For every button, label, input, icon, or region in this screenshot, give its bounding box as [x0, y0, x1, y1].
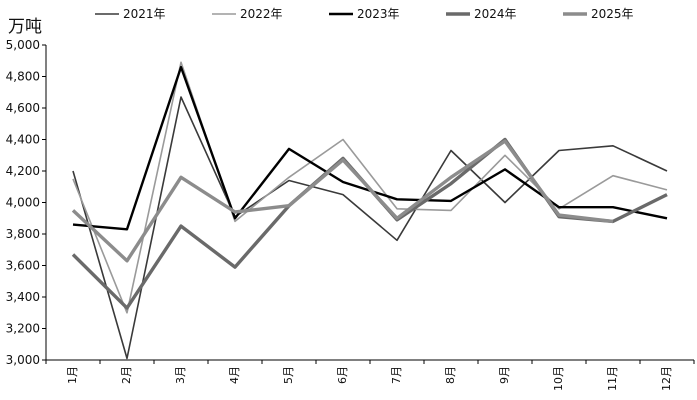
series-line-2025年: [71, 139, 614, 263]
x-tick-label: 5月: [282, 366, 295, 384]
series-line-2024年: [71, 137, 668, 310]
x-tick-label: 7月: [390, 366, 403, 384]
y-tick-label: 4,800: [6, 70, 40, 84]
x-tick-label: 12月: [660, 366, 673, 391]
legend-label: 2022年: [240, 7, 283, 21]
legend-label: 2021年: [123, 7, 166, 21]
legend-label: 2024年: [474, 7, 517, 21]
legend: 2021年 2022年 2023年 2024年 2025年: [95, 7, 634, 21]
legend-label: 2025年: [591, 7, 634, 21]
y-tick-label: 4,000: [6, 196, 40, 210]
y-tick-label: 4,200: [6, 164, 40, 178]
x-tick-label: 3月: [174, 366, 187, 384]
series-lines: [71, 61, 668, 360]
y-tick-label: 3,200: [6, 322, 40, 336]
y-axis-ticks: 3,000 3,200 3,400 3,600 3,800 4,000 4,200 4,400…: [6, 38, 46, 367]
x-tick-label: 4月: [228, 366, 241, 384]
series-line-2021年: [72, 96, 668, 360]
y-tick-label: 3,000: [6, 353, 40, 367]
y-tick-label: 5,000: [6, 38, 40, 52]
y-axis-unit: 万吨: [8, 17, 42, 37]
x-tick-label: 9月: [498, 366, 511, 384]
y-tick-label: 3,800: [6, 227, 40, 241]
y-tick-label: 3,600: [6, 259, 40, 273]
y-tick-label: 4,400: [6, 133, 40, 147]
axes: [45, 45, 694, 361]
y-tick-label: 3,400: [6, 290, 40, 304]
x-tick-label: 6月: [336, 366, 349, 384]
x-tick-label: 10月: [552, 366, 565, 391]
x-tick-label: 2月: [120, 366, 133, 384]
y-tick-label: 4,600: [6, 101, 40, 115]
series-line-2022年: [72, 61, 668, 314]
x-tick-label: 1月: [66, 366, 79, 384]
x-tick-label: 8月: [444, 366, 457, 384]
x-tick-label: 11月: [606, 366, 619, 391]
legend-label: 2023年: [357, 7, 400, 21]
x-axis-ticks: 1月 2月 3月 4月 5月 6月 7月 8月 9月 10月 11月 12月: [45, 360, 695, 391]
